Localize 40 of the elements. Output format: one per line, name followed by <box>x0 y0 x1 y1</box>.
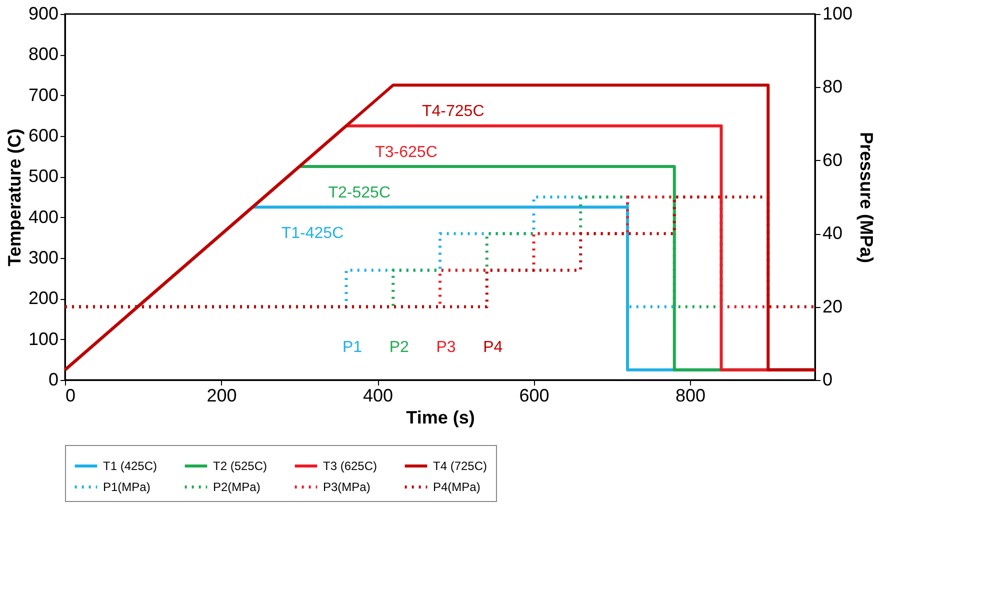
legend-label: T1 (425C) <box>103 459 158 473</box>
y2-axis-title: Pressure (MPa) <box>856 132 877 264</box>
y-tick-label: 800 <box>28 44 58 64</box>
y-tick-label: 0 <box>48 370 58 390</box>
y2-tick-label: 0 <box>822 370 833 390</box>
y2-tick-label: 40 <box>822 223 843 244</box>
annotation: P2 <box>389 339 410 356</box>
y-tick-label: 600 <box>28 126 58 146</box>
legend-label: P3(MPa) <box>323 480 370 494</box>
legend-label: P2(MPa) <box>213 480 260 494</box>
y-tick-label: 500 <box>28 166 58 186</box>
y-tick-label: 300 <box>28 248 58 268</box>
y-tick-label: 100 <box>28 328 58 349</box>
x-tick-label: 600 <box>519 386 550 406</box>
annotation: T4-725C <box>422 103 484 120</box>
x-tick-label: 800 <box>675 386 706 406</box>
annotation: P4 <box>483 339 503 356</box>
legend-label: P4(MPa) <box>433 480 480 494</box>
annotation: P1 <box>342 339 362 356</box>
annotation: T1-425C <box>281 225 344 242</box>
legend-label: T4 (725C) <box>433 459 488 473</box>
annotation: T3-625C <box>375 144 438 161</box>
y-axis-title: Temperature (C) <box>4 128 24 266</box>
y-tick-label: 900 <box>28 4 58 24</box>
legend-label: T3 (625C) <box>323 459 378 473</box>
annotation: P3 <box>436 339 456 356</box>
y-tick-label: 200 <box>28 288 58 308</box>
annotation: T2-525C <box>328 184 390 202</box>
y2-tick-label: 100 <box>822 4 853 24</box>
x-tick-label: 0 <box>66 386 76 406</box>
y2-tick-label: 80 <box>822 76 843 97</box>
x-tick-label: 200 <box>206 386 237 406</box>
y-tick-label: 400 <box>28 206 58 227</box>
y2-tick-label: 60 <box>822 150 843 170</box>
y2-tick-label: 20 <box>822 296 843 316</box>
x-axis-title: Time (s) <box>406 408 475 428</box>
legend-label: T2 (525C) <box>213 459 268 473</box>
y-tick-label: 700 <box>28 84 58 105</box>
x-tick-label: 400 <box>362 386 394 406</box>
legend-label: P1(MPa) <box>103 480 150 494</box>
